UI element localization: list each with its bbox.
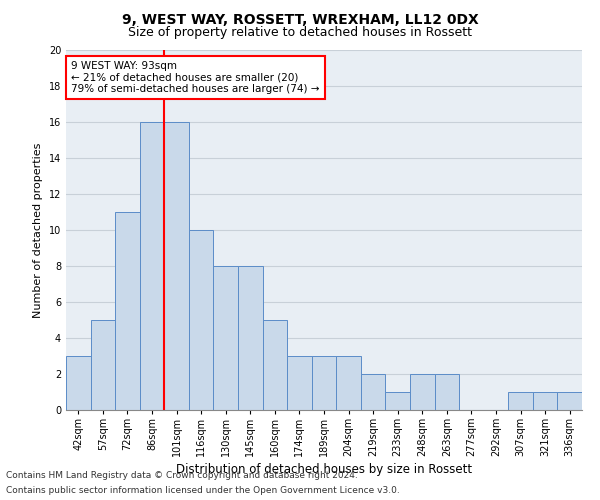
Text: Contains public sector information licensed under the Open Government Licence v3: Contains public sector information licen… (6, 486, 400, 495)
Text: Contains HM Land Registry data © Crown copyright and database right 2024.: Contains HM Land Registry data © Crown c… (6, 471, 358, 480)
Bar (189, 230, 214, 410)
Bar (361, 374, 385, 410)
Y-axis label: Number of detached properties: Number of detached properties (33, 142, 43, 318)
Bar (214, 266, 238, 410)
Bar (287, 356, 312, 410)
Bar (508, 392, 533, 410)
Bar (164, 122, 189, 410)
Bar (263, 320, 287, 410)
Bar (238, 266, 263, 410)
Bar (410, 374, 434, 410)
Bar (336, 356, 361, 410)
Bar (385, 392, 410, 410)
Bar (434, 374, 459, 410)
Bar (140, 122, 164, 410)
Text: Size of property relative to detached houses in Rossett: Size of property relative to detached ho… (128, 26, 472, 39)
Text: 9 WEST WAY: 93sqm
← 21% of detached houses are smaller (20)
79% of semi-detached: 9 WEST WAY: 93sqm ← 21% of detached hous… (71, 61, 320, 94)
Bar (533, 392, 557, 410)
Bar (115, 212, 140, 410)
Bar (66, 356, 91, 410)
Text: 9, WEST WAY, ROSSETT, WREXHAM, LL12 0DX: 9, WEST WAY, ROSSETT, WREXHAM, LL12 0DX (122, 12, 478, 26)
X-axis label: Distribution of detached houses by size in Rossett: Distribution of detached houses by size … (176, 464, 472, 476)
Bar (312, 356, 336, 410)
Bar (91, 320, 115, 410)
Bar (557, 392, 582, 410)
